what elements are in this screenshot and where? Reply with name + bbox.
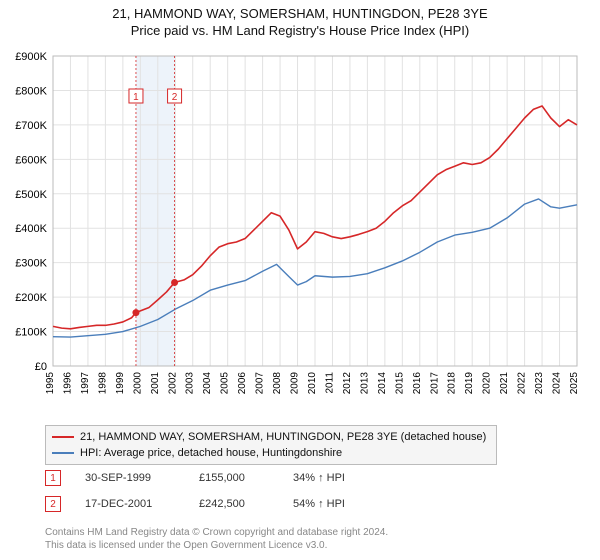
svg-text:2023: 2023	[534, 372, 545, 395]
svg-text:2003: 2003	[185, 372, 196, 395]
sale-pct-1: 34% ↑ HPI	[293, 472, 345, 484]
svg-text:2011: 2011	[324, 372, 335, 394]
legend-label-price-paid: 21, HAMMOND WAY, SOMERSHAM, HUNTINGDON, …	[80, 431, 486, 443]
svg-text:£500K: £500K	[15, 189, 47, 201]
svg-text:2005: 2005	[220, 372, 231, 395]
titles: 21, HAMMOND WAY, SOMERSHAM, HUNTINGDON, …	[0, 0, 600, 38]
legend-row-price-paid: 21, HAMMOND WAY, SOMERSHAM, HUNTINGDON, …	[52, 429, 490, 445]
svg-text:2018: 2018	[447, 372, 458, 395]
footer-line-2: This data is licensed under the Open Gov…	[45, 539, 388, 552]
svg-text:2016: 2016	[412, 372, 423, 395]
footer-note: Contains HM Land Registry data © Crown c…	[45, 526, 388, 552]
svg-text:£0: £0	[35, 361, 47, 373]
svg-text:2007: 2007	[255, 372, 266, 395]
svg-text:2008: 2008	[272, 372, 283, 395]
svg-text:£700K: £700K	[15, 120, 47, 132]
svg-text:2004: 2004	[202, 372, 213, 395]
svg-text:1: 1	[133, 92, 139, 103]
sale-marker-2: 2	[45, 496, 61, 512]
sale-price-1: £155,000	[199, 472, 269, 484]
sale-marker-1: 1	[45, 470, 61, 486]
svg-text:2020: 2020	[482, 372, 493, 395]
svg-text:£200K: £200K	[15, 292, 47, 304]
svg-text:£100K: £100K	[15, 327, 47, 339]
svg-text:2019: 2019	[464, 372, 475, 395]
svg-text:2021: 2021	[499, 372, 510, 395]
svg-text:2015: 2015	[394, 372, 405, 395]
svg-text:£800K: £800K	[15, 85, 47, 97]
svg-text:£600K: £600K	[15, 154, 47, 166]
legend-label-hpi: HPI: Average price, detached house, Hunt…	[80, 447, 342, 459]
legend-swatch-hpi	[52, 452, 74, 454]
svg-text:1999: 1999	[115, 372, 126, 395]
line-chart: £0£100K£200K£300K£400K£500K£600K£700K£80…	[45, 48, 585, 408]
svg-text:2010: 2010	[307, 372, 318, 395]
svg-text:2024: 2024	[552, 372, 563, 395]
svg-text:2000: 2000	[132, 372, 143, 395]
footer-line-1: Contains HM Land Registry data © Crown c…	[45, 526, 388, 539]
legend: 21, HAMMOND WAY, SOMERSHAM, HUNTINGDON, …	[45, 425, 497, 465]
legend-swatch-price-paid	[52, 436, 74, 438]
svg-text:2002: 2002	[167, 372, 178, 395]
svg-text:1996: 1996	[62, 372, 73, 395]
svg-text:1998: 1998	[97, 372, 108, 395]
legend-row-hpi: HPI: Average price, detached house, Hunt…	[52, 445, 490, 461]
chart-container: 21, HAMMOND WAY, SOMERSHAM, HUNTINGDON, …	[0, 0, 600, 560]
sale-pct-2: 54% ↑ HPI	[293, 498, 345, 510]
svg-text:2022: 2022	[517, 372, 528, 395]
svg-text:2017: 2017	[429, 372, 440, 395]
title-subtitle: Price paid vs. HM Land Registry's House …	[0, 23, 600, 38]
sale-price-2: £242,500	[199, 498, 269, 510]
title-address: 21, HAMMOND WAY, SOMERSHAM, HUNTINGDON, …	[0, 6, 600, 21]
svg-text:2025: 2025	[569, 372, 580, 395]
svg-text:£900K: £900K	[15, 51, 47, 63]
sale-date-1: 30-SEP-1999	[85, 472, 175, 484]
svg-text:2001: 2001	[150, 372, 161, 395]
svg-text:2014: 2014	[377, 372, 388, 395]
sale-row-1: 1 30-SEP-1999 £155,000 34% ↑ HPI	[45, 470, 345, 486]
svg-text:2012: 2012	[342, 372, 353, 395]
svg-text:2013: 2013	[359, 372, 370, 395]
svg-text:2006: 2006	[237, 372, 248, 395]
sale-row-2: 2 17-DEC-2001 £242,500 54% ↑ HPI	[45, 496, 345, 512]
svg-text:£400K: £400K	[15, 223, 47, 235]
svg-text:1995: 1995	[45, 372, 56, 395]
svg-text:2: 2	[172, 92, 178, 103]
svg-text:2009: 2009	[290, 372, 301, 395]
svg-text:1997: 1997	[80, 372, 91, 395]
sale-date-2: 17-DEC-2001	[85, 498, 175, 510]
svg-text:£300K: £300K	[15, 258, 47, 270]
